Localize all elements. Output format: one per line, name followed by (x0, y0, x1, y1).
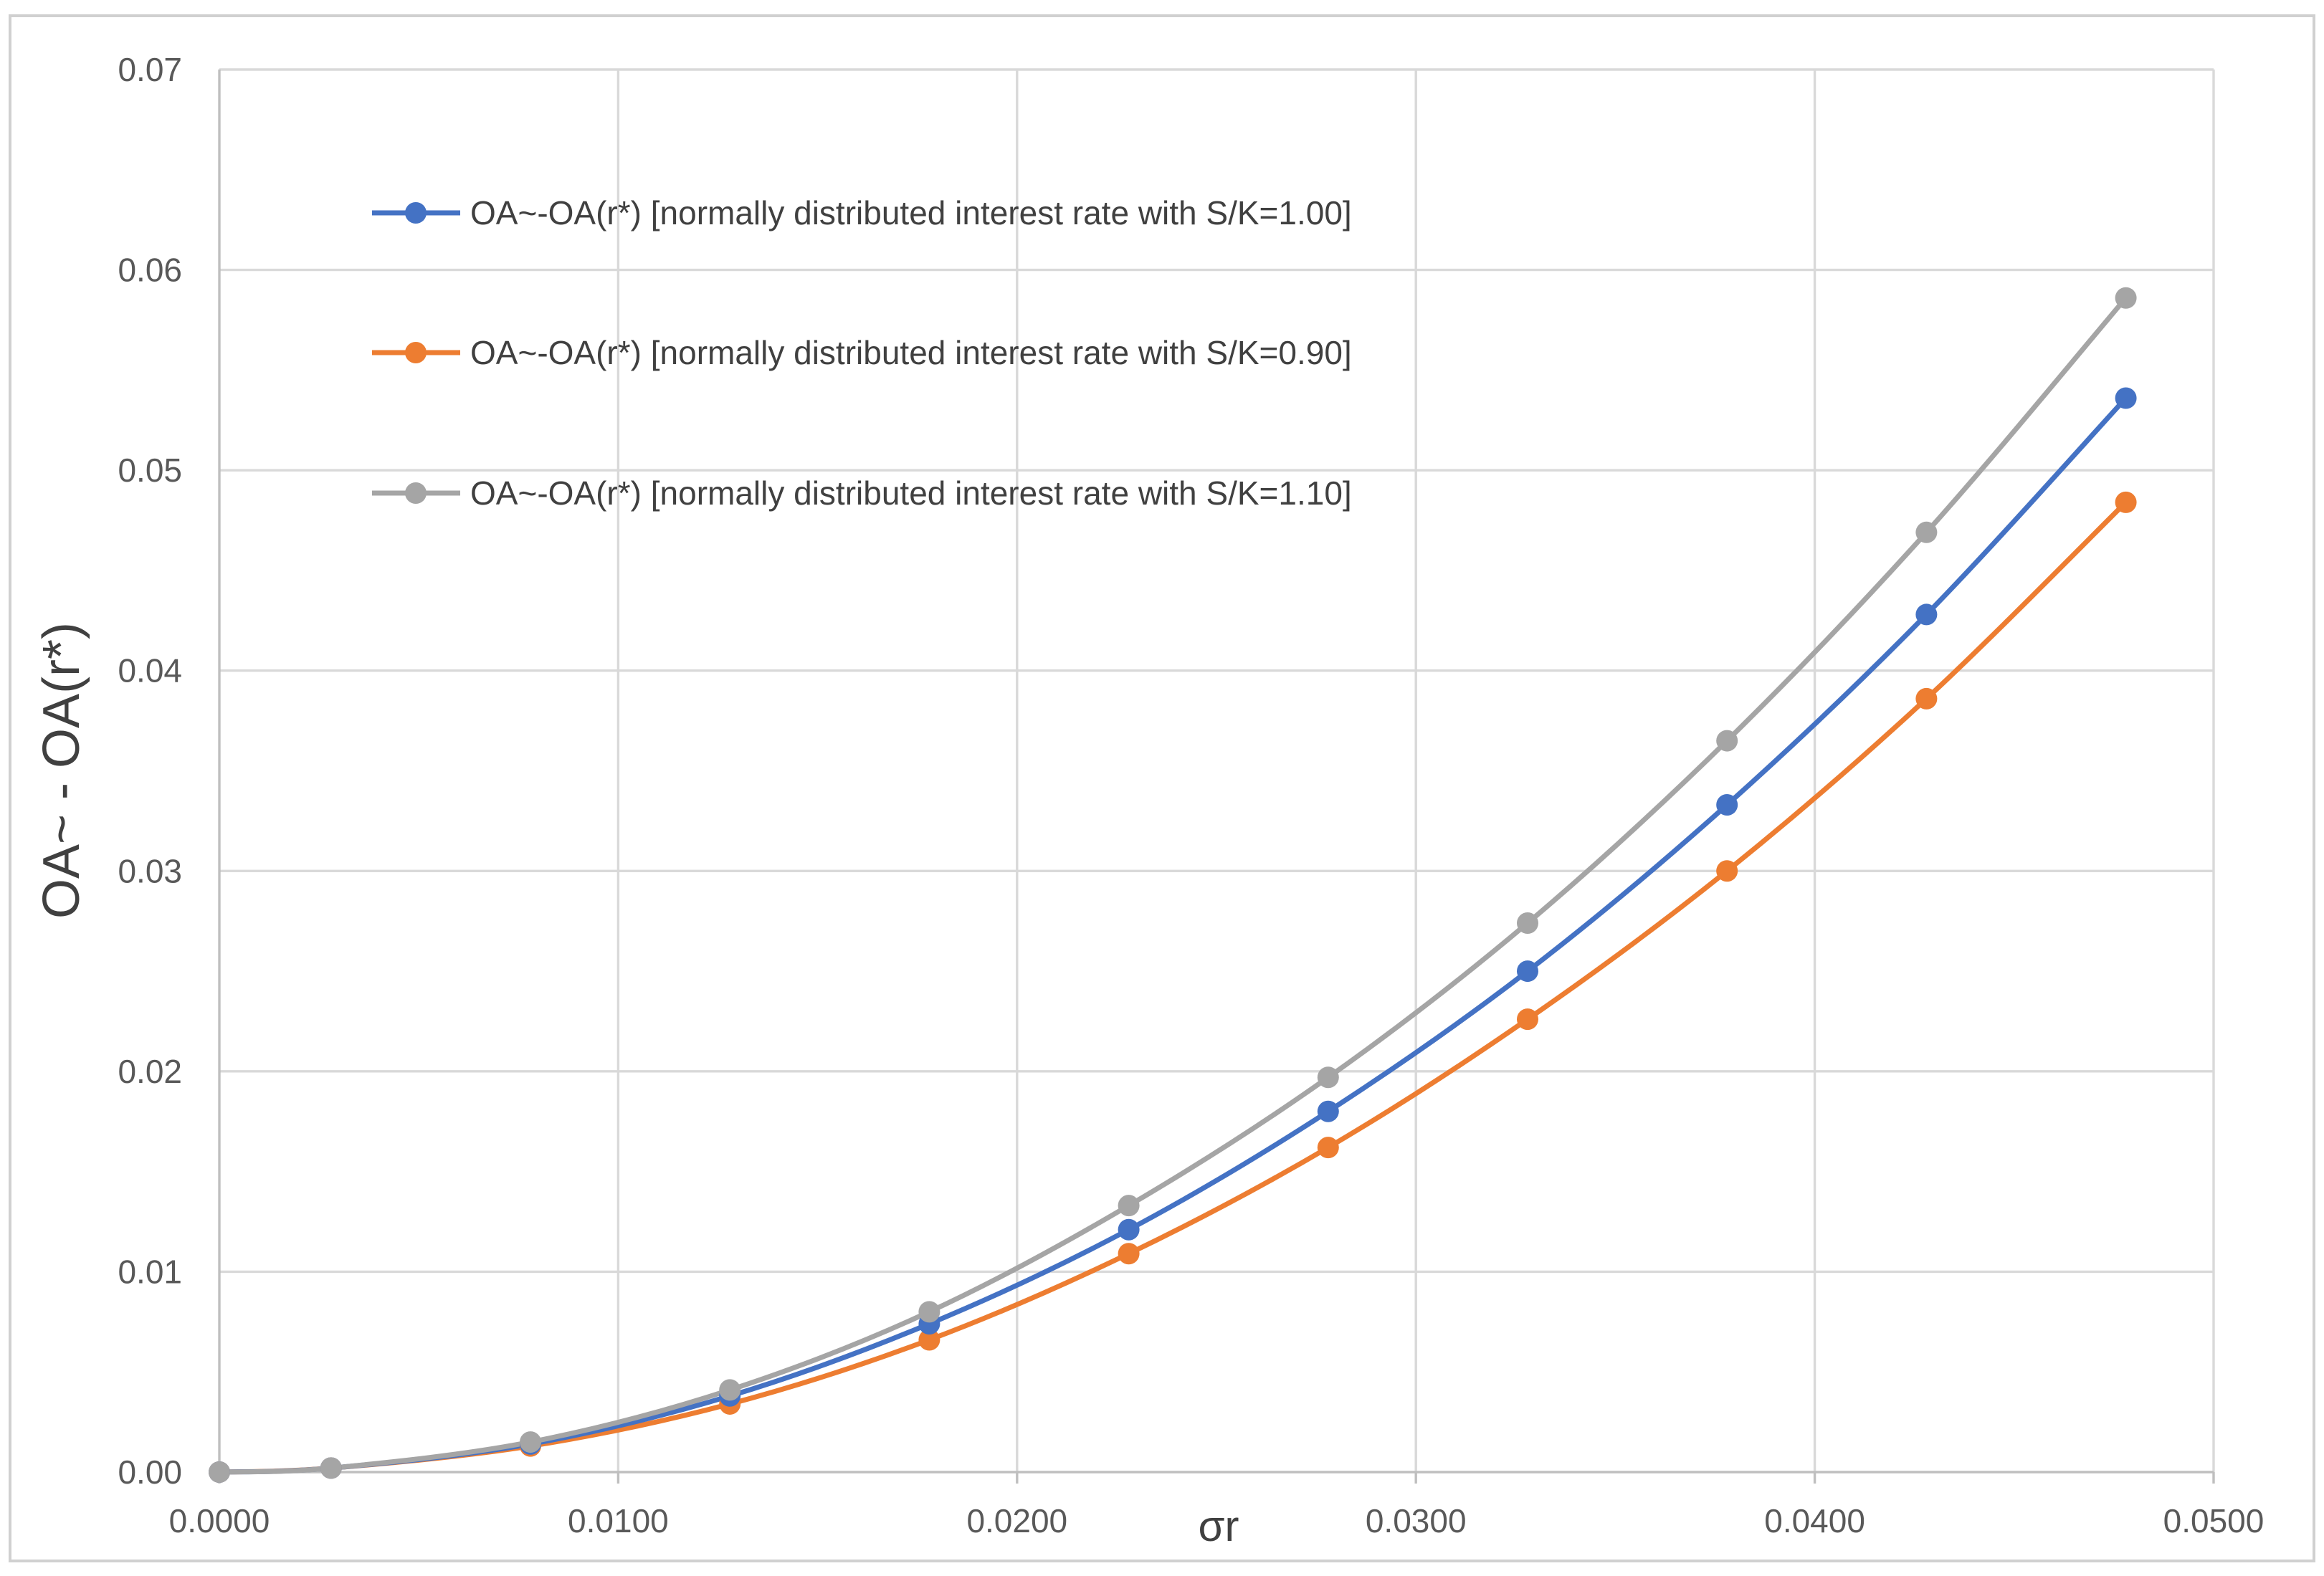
data-point-series-1 (2115, 387, 2137, 409)
data-point-series-3 (1317, 1066, 1339, 1089)
legend-swatch-marker (405, 342, 427, 363)
data-point-series-1 (1716, 794, 1738, 816)
legend-entry-label: OA~-OA(r*) [normally distributed interes… (470, 334, 1352, 371)
y-tick-label: 0.07 (118, 51, 182, 88)
y-tick-label: 0.06 (118, 252, 182, 289)
legend-swatch-marker (405, 482, 427, 504)
x-tick-label: 0.0000 (169, 1502, 270, 1539)
data-point-series-2 (1317, 1137, 1339, 1159)
y-tick-label: 0.01 (118, 1253, 182, 1290)
data-point-series-3 (320, 1457, 342, 1479)
data-point-series-2 (1516, 1008, 1538, 1031)
data-point-series-2 (1118, 1243, 1140, 1265)
data-point-series-3 (1716, 730, 1738, 752)
legend: OA~-OA(r*) [normally distributed interes… (372, 194, 1352, 512)
data-point-series-1 (1516, 960, 1538, 983)
data-point-series-3 (918, 1301, 940, 1323)
data-point-series-3 (719, 1379, 741, 1401)
data-point-series-3 (1118, 1195, 1140, 1217)
y-axis-title: OA~ - OA(r*) (33, 622, 90, 919)
axes: 0.00 0.01 0.02 0.03 0.04 0.05 0.06 0.07 0.0000 0.… (118, 51, 2264, 1539)
data-point-series-2 (918, 1329, 940, 1351)
data-point-series-3 (2115, 287, 2137, 309)
x-tick-label: 0.0300 (1366, 1502, 1467, 1539)
x-tick-label: 0.0400 (1764, 1502, 1865, 1539)
gridlines (219, 68, 2215, 1472)
chart-frame (9, 14, 2315, 1562)
x-tick-label: 0.0200 (966, 1502, 1067, 1539)
data-point-series-2 (2115, 491, 2137, 513)
legend-swatch-marker (405, 202, 427, 224)
legend-entry-label: OA~-OA(r*) [normally distributed interes… (470, 474, 1352, 512)
legend-entry-label: OA~-OA(r*) [normally distributed interes… (470, 194, 1352, 231)
data-point-series-3 (209, 1461, 230, 1483)
data-point-series-1 (1317, 1100, 1339, 1122)
data-point-series-3 (1516, 912, 1538, 934)
y-tick-label: 0.05 (118, 452, 182, 489)
x-axis-title: σr (1198, 1502, 1239, 1550)
y-tick-label: 0.03 (118, 852, 182, 889)
data-point-series-1 (1915, 603, 1938, 626)
y-tick-label: 0.04 (118, 652, 182, 689)
series-markers (209, 287, 2137, 1483)
data-point-series-3 (519, 1431, 541, 1453)
data-point-series-3 (1915, 521, 1938, 543)
x-tick-label: 0.0100 (568, 1502, 669, 1539)
data-point-series-2 (1915, 687, 1938, 710)
data-point-series-2 (1716, 860, 1738, 882)
x-tick-label: 0.0500 (2163, 1502, 2265, 1539)
y-tick-label: 0.02 (118, 1053, 182, 1090)
data-point-series-1 (1118, 1218, 1140, 1241)
y-tick-label: 0.00 (118, 1453, 182, 1491)
